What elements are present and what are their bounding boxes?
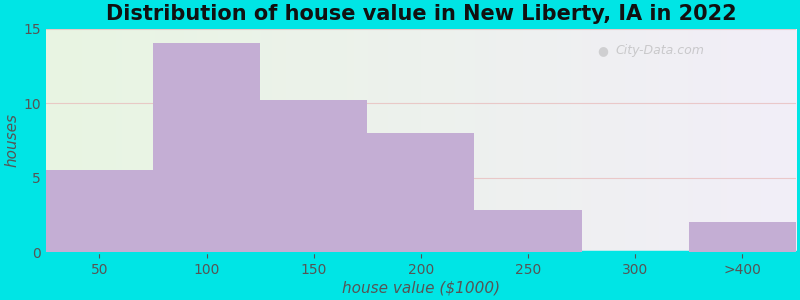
Title: Distribution of house value in New Liberty, IA in 2022: Distribution of house value in New Liber… [106, 4, 736, 24]
Bar [153, 44, 260, 252]
Bar [367, 133, 474, 252]
Text: ●: ● [597, 44, 608, 57]
Bar [46, 170, 153, 252]
Bar [474, 211, 582, 252]
Text: City-Data.com: City-Data.com [616, 44, 705, 57]
Bar [689, 222, 796, 252]
Bar [260, 100, 367, 252]
Y-axis label: houses: houses [4, 113, 19, 167]
X-axis label: house value ($1000): house value ($1000) [342, 281, 500, 296]
